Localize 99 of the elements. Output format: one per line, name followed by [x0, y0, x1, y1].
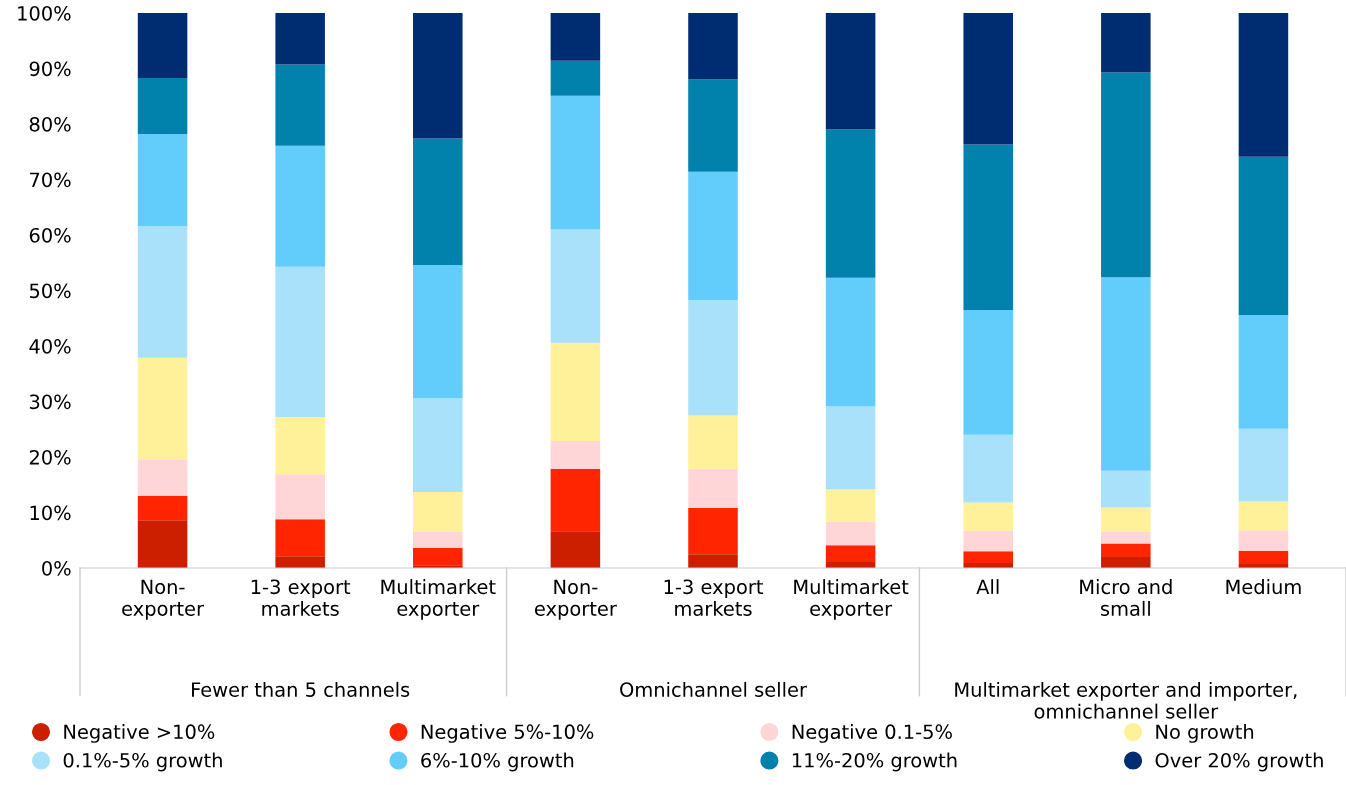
- legend-label: No growth: [1156, 724, 1254, 743]
- bar: [1238, 428, 1289, 502]
- legend-label: Negative >10%: [64, 724, 215, 743]
- bar: [413, 398, 463, 492]
- y-tick-label: 30%: [29, 394, 71, 410]
- y-tick-label: 80%: [29, 116, 71, 132]
- text: Fewer than 5 channels: [192, 681, 410, 697]
- bar: [275, 266, 325, 418]
- y-tick-label: 40%: [29, 338, 71, 354]
- bar: [1238, 13, 1289, 157]
- bar: [1101, 72, 1151, 278]
- x-tick-label: Non- exporter: [122, 579, 205, 620]
- bar: [1238, 156, 1289, 315]
- bar: [963, 144, 1013, 310]
- bar: [550, 440, 601, 469]
- bar: [137, 357, 188, 460]
- bar: [275, 474, 325, 520]
- y-tick-label: 20%: [29, 449, 71, 465]
- bar: [137, 495, 188, 521]
- bar: [825, 489, 876, 522]
- x-tick-label: Multimarket exporter: [381, 579, 496, 620]
- bar: [825, 129, 876, 278]
- bar: [550, 13, 601, 61]
- legend-label: Over 20% growth: [1155, 752, 1323, 772]
- bar: [275, 145, 325, 267]
- x-tick-label: Multimarket exporter: [794, 579, 909, 620]
- bar: [963, 530, 1013, 552]
- bar: [137, 459, 188, 496]
- bar: [1101, 277, 1151, 471]
- bar: [413, 13, 463, 139]
- bar: [1238, 550, 1289, 565]
- legend-label: 11%-20% growth: [792, 752, 957, 772]
- bar: [688, 299, 738, 416]
- bar: [825, 406, 876, 490]
- bar: [963, 551, 1013, 563]
- bar: [688, 468, 738, 509]
- x-tick-label: Medium: [1226, 579, 1301, 595]
- bar: [825, 13, 876, 130]
- bar: [413, 138, 463, 265]
- bar: [275, 64, 325, 146]
- bar: [275, 556, 325, 568]
- bar: [688, 171, 738, 300]
- bar: [550, 342, 601, 441]
- bar: [137, 226, 188, 358]
- x-tick-label: Micro and small: [1080, 579, 1172, 616]
- bar: [137, 520, 188, 568]
- bar: [137, 133, 188, 227]
- bar: [413, 548, 463, 566]
- y-tick-label: 100%: [18, 5, 71, 21]
- bar: [413, 491, 463, 532]
- bar: [963, 434, 1013, 503]
- bar: [550, 229, 601, 343]
- bar: [688, 508, 738, 555]
- bar: [1101, 531, 1151, 544]
- bar: [275, 417, 325, 475]
- bar: [550, 60, 601, 96]
- x-tick-label: All: [976, 579, 999, 594]
- bar: [275, 519, 325, 557]
- text: Multimarket exporter and importer, omnichannel seller: [955, 681, 1297, 719]
- bar: [963, 309, 1013, 435]
- y-tick-label: 60%: [29, 227, 71, 243]
- bar: [825, 545, 876, 562]
- bar: [413, 531, 463, 549]
- legend-label: 0.1%-5% growth: [63, 752, 222, 772]
- text: Omnichannel seller: [620, 681, 807, 697]
- bar: [413, 264, 463, 399]
- bar: [137, 13, 188, 78]
- y-tick-label: 0%: [42, 560, 71, 576]
- bar: [550, 531, 601, 568]
- bar: [1238, 501, 1289, 531]
- bar: [825, 521, 876, 546]
- y-tick-label: 90%: [29, 61, 71, 77]
- bar: [688, 554, 738, 568]
- y-tick-label: 50%: [29, 283, 71, 299]
- bar: [1101, 13, 1151, 73]
- bar: [137, 77, 188, 134]
- bar: [1101, 470, 1151, 508]
- bar: [825, 277, 876, 407]
- bar: [1238, 314, 1289, 429]
- bar: [550, 95, 601, 230]
- y-tick-label: 10%: [30, 505, 71, 521]
- bar: [550, 468, 601, 532]
- y-tick-label: 70%: [30, 172, 71, 188]
- bar: [688, 415, 738, 469]
- bar: [1101, 543, 1151, 557]
- bar: [1101, 507, 1151, 532]
- legend-label: Negative 5%-10%: [421, 724, 594, 743]
- bar: [963, 502, 1013, 531]
- legend-label: Negative 0.1-5%: [792, 724, 952, 743]
- bar: [275, 13, 325, 65]
- x-tick-label: 1-3 export markets: [664, 579, 763, 616]
- x-tick-label: 1-3 export markets: [251, 579, 351, 616]
- bar: [963, 13, 1013, 145]
- bar: [688, 13, 738, 80]
- bar: [1101, 556, 1151, 568]
- x-tick-label: Non- exporter: [534, 579, 617, 620]
- bar: [688, 79, 738, 172]
- legend-label: 6%-10% growth: [421, 752, 574, 772]
- bar: [1238, 530, 1289, 551]
